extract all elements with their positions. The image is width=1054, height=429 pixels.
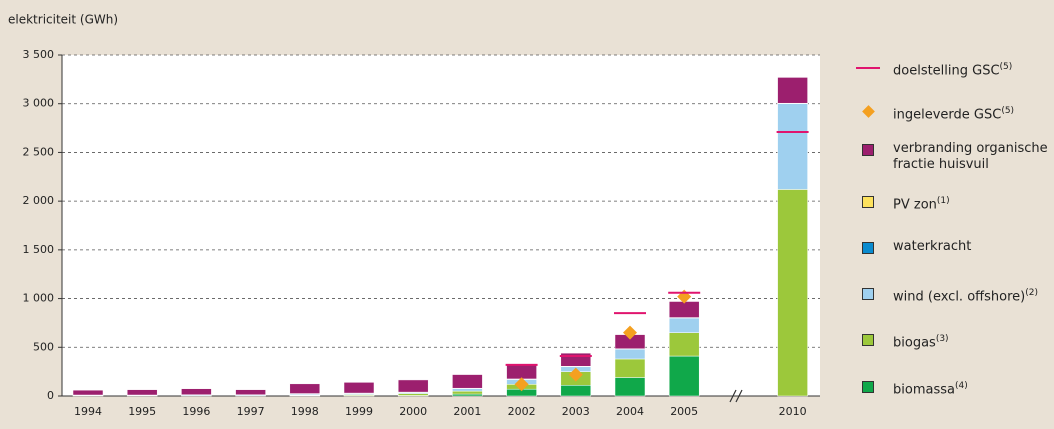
bar-segment xyxy=(777,77,808,104)
legend-text: waterkracht xyxy=(893,239,972,254)
legend-footnote: (1) xyxy=(936,196,950,206)
y-tick-label: 2 500 xyxy=(23,145,55,158)
bar-segment xyxy=(181,388,212,395)
legend-label: biomassa(4) xyxy=(893,378,1053,398)
legend-item: verbranding organische fractie huisvuil xyxy=(850,141,1054,181)
x-tick-label: 1994 xyxy=(74,405,102,418)
legend-footnote: (2) xyxy=(1025,288,1038,298)
x-tick-label: 2004 xyxy=(616,405,644,418)
legend-text: ingeleverde GSC xyxy=(893,107,1002,123)
bar-segment xyxy=(452,390,483,395)
x-tick-label: 2001 xyxy=(453,405,481,418)
x-tick-label: 2010 xyxy=(779,405,807,418)
marker xyxy=(623,325,637,340)
legend-text: wind (excl. offshore) xyxy=(893,289,1026,305)
marker xyxy=(514,377,529,392)
x-tick-label: 1999 xyxy=(345,405,373,418)
bar-segment xyxy=(506,363,537,380)
plot-area xyxy=(62,55,820,396)
legend-swatch xyxy=(862,288,874,300)
bar-segment xyxy=(777,103,808,190)
legend-label: biogas(3) xyxy=(893,331,1053,351)
bar-segment xyxy=(614,377,646,397)
x-tick-label: 2003 xyxy=(562,405,590,418)
bar-segment xyxy=(668,301,700,318)
legend-label: PV zon(1) xyxy=(893,193,1053,213)
legend-label: waterkracht xyxy=(893,239,1053,255)
bar-segment xyxy=(777,189,808,397)
legend-footnote: (4) xyxy=(954,381,968,391)
y-tick-label: 2 000 xyxy=(23,194,55,207)
y-tick-label: 500 xyxy=(33,340,54,353)
bar-segment xyxy=(560,385,592,397)
bar-segment xyxy=(668,317,700,333)
bar-segment xyxy=(668,332,700,357)
legend-text: doelstelling GSC xyxy=(893,63,1000,79)
y-tick-label: 3 500 xyxy=(23,48,55,61)
bar-segment xyxy=(452,393,483,397)
bar-segment xyxy=(452,388,483,392)
x-tick-label: 1998 xyxy=(291,405,319,418)
y-tick-label: 1 000 xyxy=(23,292,55,305)
y-tick-label: 1 500 xyxy=(23,243,55,256)
legend-item: doelstelling GSC(5) xyxy=(850,59,1054,99)
x-tick-label: 2002 xyxy=(508,405,536,418)
bar-segment xyxy=(397,393,429,396)
bar-segment xyxy=(126,389,158,396)
legend-item: biogas(3) xyxy=(850,331,1054,371)
legend-item: PV zon(1) xyxy=(850,193,1054,233)
legend-swatch xyxy=(862,105,875,118)
y-axis-title: elektriciteit (GWh) xyxy=(8,13,118,27)
x-tick-label: 1997 xyxy=(237,405,265,418)
bar-segment xyxy=(397,379,429,393)
bar-segment xyxy=(235,389,266,395)
legend-swatch xyxy=(862,242,874,254)
bar-segment xyxy=(343,382,375,394)
legend-footnote: (3) xyxy=(935,334,949,344)
legend-text: PV zon xyxy=(893,197,937,213)
x-tick-label: 1995 xyxy=(128,405,156,418)
legend-text: verbranding organische fractie huisvuil xyxy=(893,141,1048,172)
bar-segment xyxy=(614,358,646,378)
legend-swatch xyxy=(856,67,880,69)
legend-footnote: (5) xyxy=(999,62,1013,72)
legend-item: biomassa(4) xyxy=(850,378,1054,418)
bar-segment xyxy=(668,355,700,397)
legend-label: ingeleverde GSC(5) xyxy=(893,103,1053,123)
bar-segment xyxy=(72,389,104,396)
marker xyxy=(568,367,583,382)
legend-item: waterkracht xyxy=(850,239,1054,279)
bar-segment xyxy=(289,383,321,394)
y-tick-label: 0 xyxy=(47,389,54,402)
legend-item: ingeleverde GSC(5) xyxy=(850,103,1054,143)
legend-swatch xyxy=(862,334,874,346)
legend-label: doelstelling GSC(5) xyxy=(893,59,1053,79)
x-tick-label: 1996 xyxy=(182,405,210,418)
legend-label: wind (excl. offshore)(2) xyxy=(893,285,1053,305)
legend-text: biomassa xyxy=(893,382,955,398)
x-tick-label: 2000 xyxy=(399,405,427,418)
legend-swatch xyxy=(862,196,874,208)
bar-segment xyxy=(452,374,483,389)
y-tick-label: 3 000 xyxy=(23,97,55,110)
legend-swatch xyxy=(862,144,874,156)
bar-segment xyxy=(614,348,646,360)
legend-footnote: (5) xyxy=(1001,106,1015,116)
legend-label: verbranding organische fractie huisvuil xyxy=(893,141,1053,173)
x-tick-label: 2005 xyxy=(670,405,698,418)
legend-swatch xyxy=(862,381,874,393)
legend-item: wind (excl. offshore)(2) xyxy=(850,285,1054,325)
legend-text: biogas xyxy=(893,335,936,351)
